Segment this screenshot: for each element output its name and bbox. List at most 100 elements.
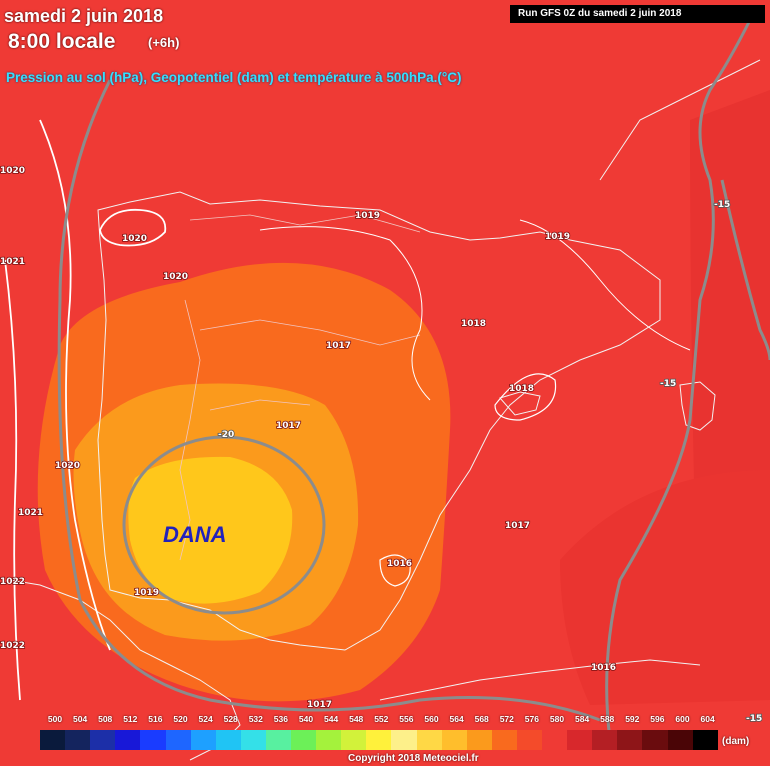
legend-swatch: [491, 730, 518, 750]
legend-value: 592: [625, 714, 640, 724]
legend-swatch: [617, 730, 643, 750]
legend-value: 548: [349, 714, 364, 724]
legend-value: 564: [449, 714, 464, 724]
pressure-label: 1020: [55, 461, 80, 471]
pressure-label: 1020: [163, 272, 188, 282]
legend-swatch: [466, 730, 493, 750]
legend-swatch: [341, 730, 367, 750]
pressure-label: 1017: [276, 421, 301, 431]
isotherm-minus-15-west: [57, 79, 601, 722]
legend-swatch: [140, 730, 166, 750]
pressure-label: 1019: [355, 211, 380, 221]
legend-swatch: [240, 730, 267, 750]
temperature-labels: -20 -15 -15 -15: [217, 199, 763, 725]
forecast-date: samedi 2 juin 2018: [4, 6, 164, 26]
geopotential-band-576: [128, 456, 293, 604]
pressure-label: 1018: [461, 319, 486, 329]
temperature-label: -15: [660, 379, 676, 389]
pressure-label: 1021: [0, 257, 25, 267]
pressure-label: 1017: [326, 341, 351, 351]
legend-swatch: [592, 730, 618, 750]
legend-value: 540: [298, 714, 314, 724]
legend-value: 512: [123, 714, 138, 724]
legend-swatch: [416, 730, 443, 750]
pressure-label: 1019: [545, 232, 570, 242]
legend-value: 556: [399, 714, 414, 724]
temperature-label: -15: [714, 200, 730, 210]
run-info-box: Run GFS 0Z du samedi 2 juin 2018: [510, 5, 765, 23]
legend-value: 528: [223, 714, 238, 724]
pressure-label: 1021: [18, 508, 43, 518]
isobar-1020-west: [39, 119, 111, 651]
pressure-label: 1020: [0, 166, 25, 176]
mallorca-coastline: [499, 391, 541, 416]
pressure-label: 1017: [307, 700, 332, 710]
pressure-label: 1022: [0, 641, 25, 651]
algeria-coastline: [379, 659, 701, 701]
france-coastline: [599, 59, 761, 181]
iberia-coastline: [97, 191, 661, 651]
legend-value: 532: [248, 714, 263, 724]
southeast-field: [560, 470, 770, 705]
isobar-1021: [4, 259, 21, 701]
legend-value: 500: [47, 714, 63, 724]
pressure-label: 1022: [0, 577, 25, 587]
legend-swatch: [391, 730, 417, 750]
pressure-labels: 1019 1019 1020 1020 1020 1021 1022 1022 …: [0, 165, 617, 711]
legend-value: 536: [273, 714, 288, 724]
legend-swatch: [667, 730, 694, 750]
legend-value: 584: [575, 714, 590, 724]
map-subtitle: Pression au sol (hPa), Geopotentiel (dam…: [6, 70, 462, 85]
isobar-1018-loop: [494, 373, 557, 421]
pressure-label: 1017: [505, 521, 530, 531]
legend-value: 524: [198, 714, 213, 724]
legend-swatch: [542, 730, 568, 750]
dana-label: DANA: [163, 522, 227, 547]
legend-value: 572: [499, 714, 514, 724]
isotherm-minus-20: [122, 435, 326, 615]
legend-swatch: [366, 730, 392, 750]
legend-unit: (dam): [722, 736, 750, 747]
legend-value: 508: [98, 714, 113, 724]
border-lines: [179, 214, 421, 561]
legend-value: 504: [73, 714, 88, 724]
legend-swatch: [115, 730, 141, 750]
legend-swatch: [516, 730, 543, 750]
pressure-label: 1020: [122, 234, 147, 244]
legend-value: 588: [600, 714, 615, 724]
isotherm-minus-15-east: [605, 19, 752, 741]
isotherm-minus-15-far-east: [720, 179, 770, 361]
forecast-hour: 8:00 locale: [8, 30, 116, 53]
legend-swatch: [441, 730, 468, 750]
legend-swatch: [316, 730, 342, 750]
pressure-label: 1019: [134, 588, 159, 598]
legend-swatch: [215, 730, 242, 750]
legend-swatch: [40, 730, 66, 750]
legend-value: 552: [374, 714, 389, 724]
isobar-1020-loop: [99, 208, 167, 247]
legend-value: 604: [700, 714, 715, 724]
legend-value: 580: [549, 714, 565, 724]
pressure-label: 1016: [387, 559, 412, 569]
copyright-text: Copyright 2018 Meteociel.fr: [348, 753, 479, 764]
pressure-label: 1018: [509, 384, 534, 394]
isobar-1016-loop: [379, 554, 411, 587]
legend-swatch: [692, 730, 719, 750]
legend-swatch: [291, 730, 317, 750]
legend-swatch: [642, 730, 668, 750]
legend-swatch: [265, 730, 292, 750]
legend-swatch: [165, 730, 192, 750]
geopotential-legend: 500 504 508 512 516 520 524 528 532 536 540 544 548 5…: [0, 708, 770, 766]
isobars-interior: [259, 219, 691, 401]
legend-value: 596: [650, 714, 665, 724]
legend-value: 568: [474, 714, 489, 724]
legend-swatch: [567, 730, 593, 750]
legend-value: 516: [148, 714, 163, 724]
legend-swatch: [90, 730, 116, 750]
pressure-label: 1016: [591, 663, 616, 673]
legend-swatch: [190, 730, 217, 750]
sardinia-coastline: [679, 381, 716, 431]
legend-value: 576: [524, 714, 539, 724]
